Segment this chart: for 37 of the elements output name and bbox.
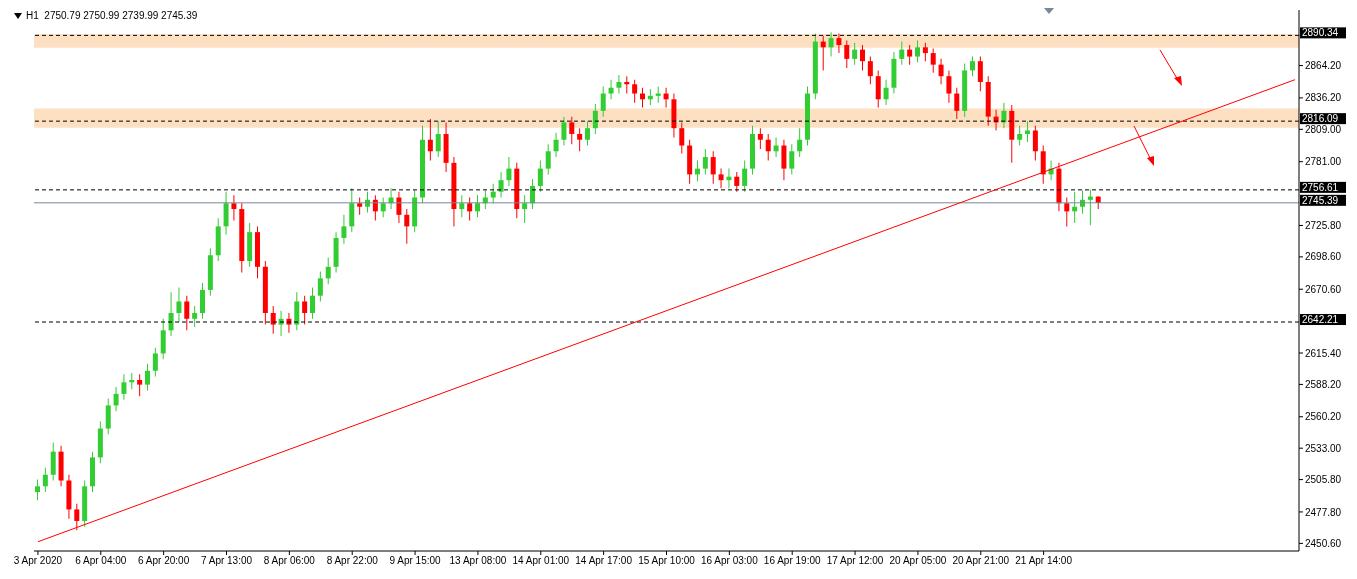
y-tick-label: 2450.60 — [1305, 537, 1342, 549]
x-tick-label: 8 Apr 22:00 — [326, 555, 379, 567]
x-tick-label: 7 Apr 13:00 — [200, 555, 253, 567]
y-tick-label: 2505.80 — [1305, 474, 1342, 486]
y-tick-label: 2864.20 — [1305, 60, 1342, 72]
y-tick-label: 2588.20 — [1305, 378, 1342, 390]
chart-title: H1 2750.79 2750.99 2739.99 2745.39 — [26, 10, 198, 21]
x-tick-label: 3 Apr 2020 — [13, 555, 63, 567]
x-tick-label: 14 Apr 01:00 — [512, 555, 570, 567]
x-tick-label: 15 Apr 10:00 — [638, 555, 696, 567]
y-tick-label: 2615.40 — [1305, 347, 1342, 359]
ref-line-label: 2890.34 — [1302, 27, 1339, 39]
ref-line-label: 2756.61 — [1302, 181, 1339, 193]
x-tick-label: 13 Apr 08:00 — [449, 555, 507, 567]
x-tick-label: 9 Apr 15:00 — [389, 555, 442, 567]
x-tick-label: 16 Apr 19:00 — [763, 555, 822, 567]
y-tick-label: 2781.00 — [1305, 156, 1342, 168]
x-tick-label: 14 Apr 17:00 — [575, 555, 633, 567]
x-tick-label: 21 Apr 14:00 — [1015, 555, 1073, 567]
x-tick-label: 6 Apr 04:00 — [75, 555, 127, 567]
x-tick-label: 6 Apr 20:00 — [138, 555, 190, 567]
y-tick-label: 2836.20 — [1305, 92, 1342, 104]
y-tick-label: 2560.20 — [1305, 411, 1342, 423]
y-tick-label: 2477.80 — [1305, 506, 1342, 518]
y-tick-label: 2809.00 — [1305, 123, 1342, 135]
ref-line-label: 2816.09 — [1302, 113, 1339, 125]
x-tick-label: 20 Apr 21:00 — [952, 555, 1010, 567]
x-tick-label: 8 Apr 06:00 — [263, 555, 316, 567]
x-tick-label: 16 Apr 03:00 — [701, 555, 759, 567]
x-tick-label: 17 Apr 12:00 — [826, 555, 884, 567]
ref-line-label: 2642.21 — [1302, 314, 1339, 326]
ref-line-label: 2745.39 — [1302, 194, 1339, 206]
y-tick-label: 2533.00 — [1305, 442, 1342, 454]
x-tick-label: 20 Apr 05:00 — [889, 555, 947, 567]
y-tick-label: 2725.80 — [1305, 220, 1342, 231]
y-tick-label: 2698.60 — [1305, 251, 1342, 263]
y-tick-label: 2670.60 — [1305, 283, 1342, 295]
